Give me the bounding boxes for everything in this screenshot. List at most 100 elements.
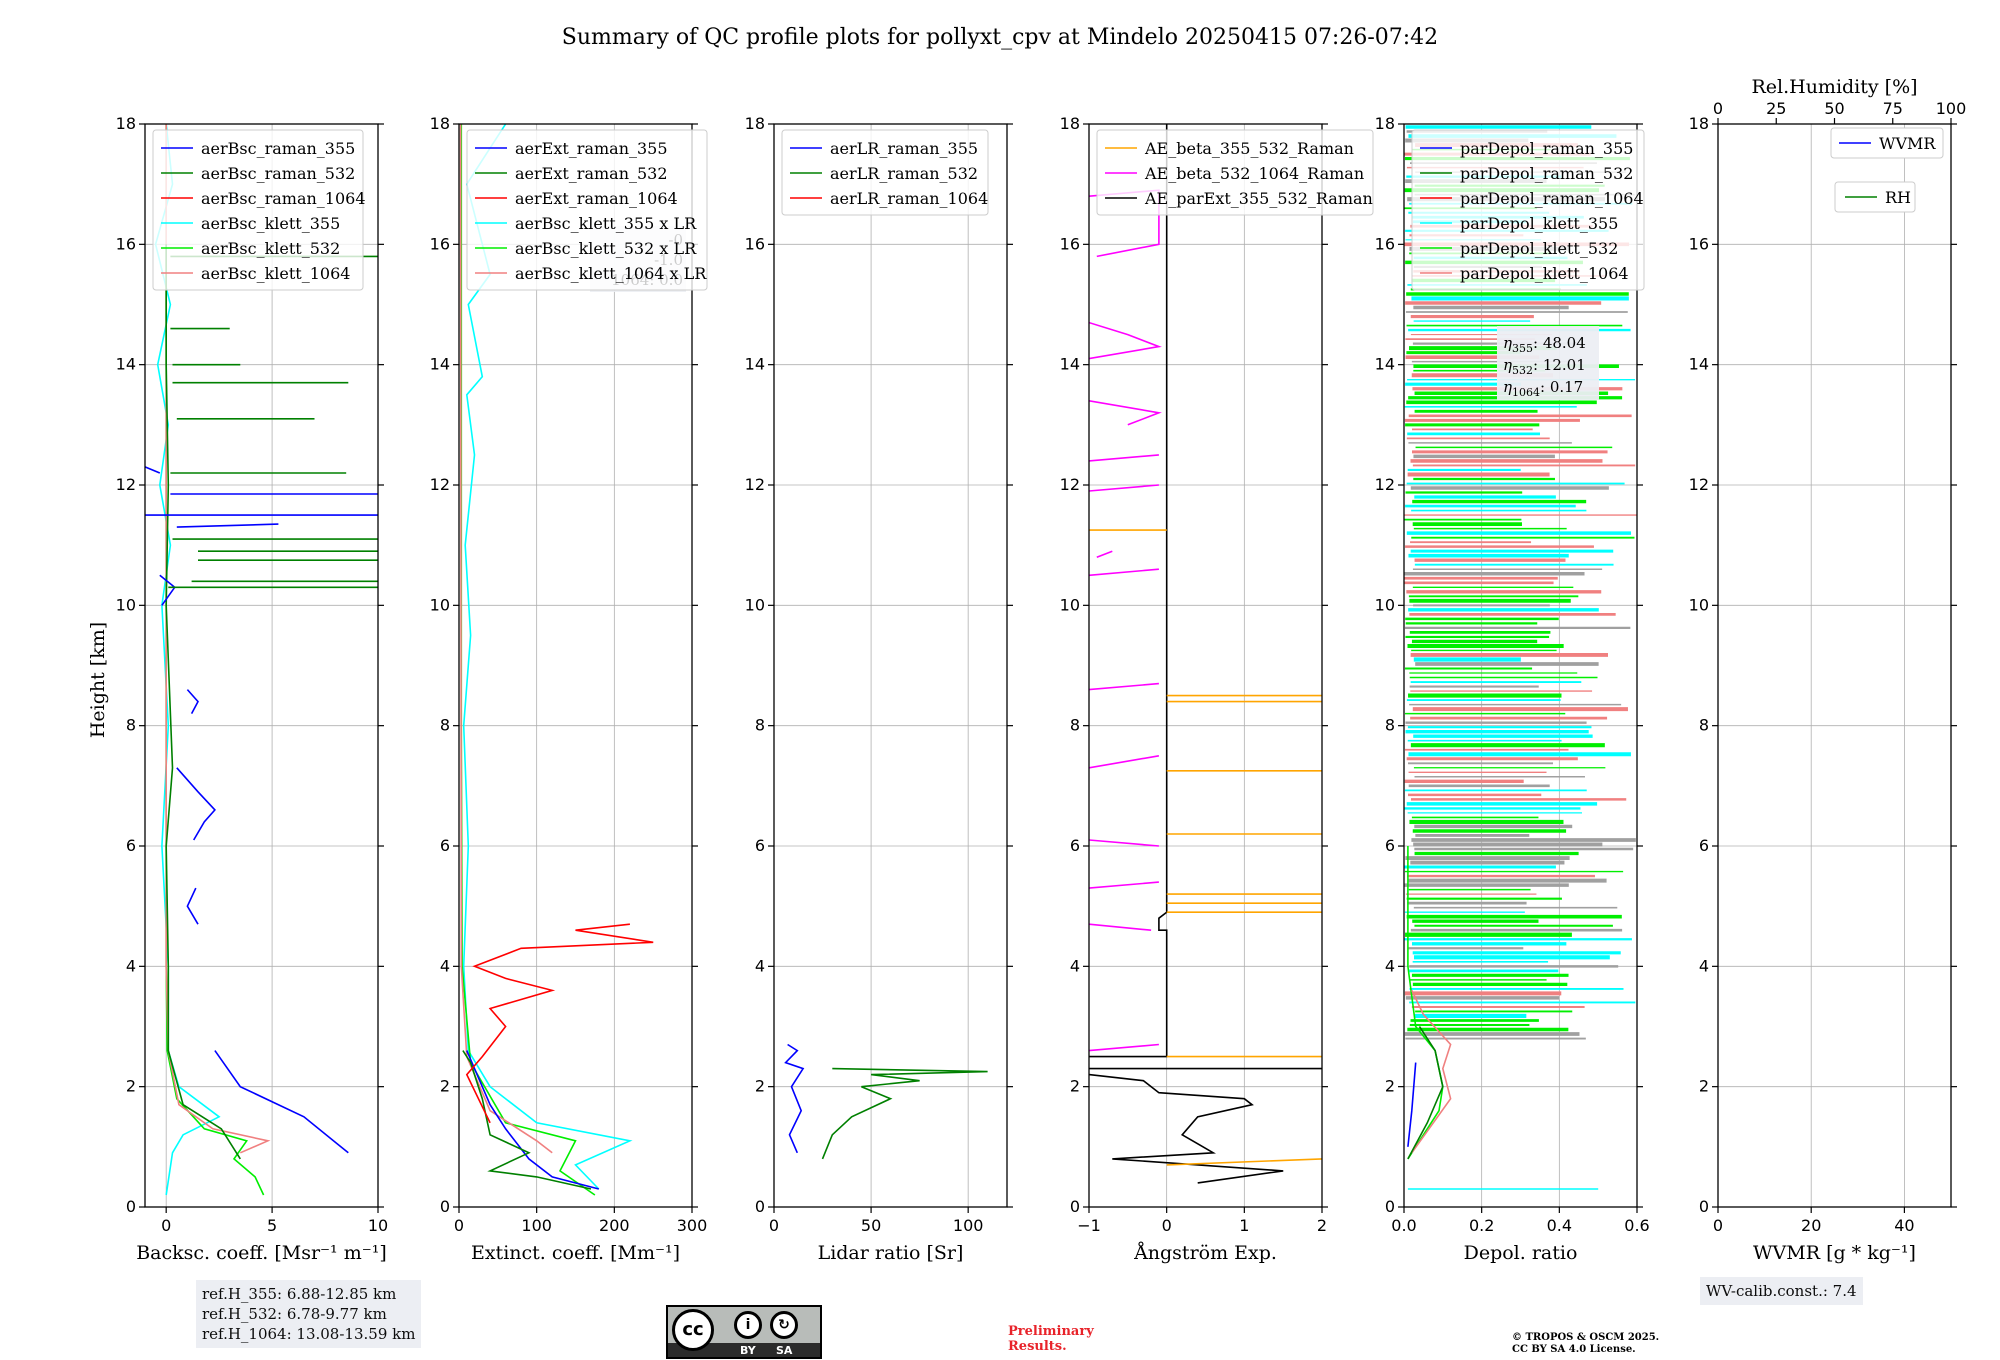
legend-label: aerBsc_klett_355 bbox=[201, 214, 340, 233]
y-tick-label: 8 bbox=[1385, 716, 1395, 735]
y-tick-label: 8 bbox=[440, 716, 450, 735]
y-tick-label: 14 bbox=[745, 355, 765, 374]
ref-height-1064: ref.H_1064: 13.08-13.59 km bbox=[202, 1325, 416, 1343]
series-AE_beta_532_1064_Raman bbox=[1089, 839, 1159, 847]
series-AE_beta_532_1064_Raman bbox=[1089, 881, 1159, 889]
x-tick-label: 10 bbox=[368, 1216, 388, 1235]
x-tick-label: 1 bbox=[1239, 1216, 1249, 1235]
y-tick-label: 10 bbox=[745, 595, 765, 614]
series-AE_beta_532_1064_Raman bbox=[1089, 321, 1162, 360]
x-tick-label: 5 bbox=[267, 1216, 277, 1235]
y-tick-label: 14 bbox=[116, 355, 136, 374]
x-axis-label: Depol. ratio bbox=[1464, 1242, 1578, 1264]
series-aerBsc_raman_355 bbox=[176, 767, 216, 841]
y-tick-label: 6 bbox=[1385, 836, 1395, 855]
y-tick-label: 0 bbox=[1070, 1197, 1080, 1216]
legend-label: AE_beta_355_532_Raman bbox=[1144, 139, 1354, 158]
series-aerBsc_klett_355 x LR bbox=[462, 124, 633, 1190]
legend: aerBsc_raman_355 aerBsc_raman_532 aerBsc_r… bbox=[152, 129, 366, 291]
series-aerBsc_raman_355 bbox=[145, 466, 161, 474]
cc-license-badge: cc i ↻ BY SA bbox=[666, 1305, 822, 1359]
series-aerExt_raman_1064 bbox=[465, 923, 654, 1124]
y-tick-label: 18 bbox=[1060, 114, 1080, 133]
y-tick-label: 12 bbox=[116, 475, 136, 494]
series-AE_parExt_355_532_Raman bbox=[1089, 1073, 1284, 1184]
y-tick-label: 0 bbox=[126, 1197, 136, 1216]
y-tick-label: 18 bbox=[116, 114, 136, 133]
legend-label: aerExt_raman_1064 bbox=[515, 189, 678, 208]
series-parDepol_klett_1064 bbox=[1411, 990, 1452, 1154]
y-tick-label: 2 bbox=[1699, 1077, 1709, 1096]
series-aerBsc_raman_532 bbox=[165, 244, 241, 1160]
panel-depol: 0.0 0.2 0.4 0.6 0 2 4 6 8 10 12 14 16 18 Depol. ratio p… bbox=[1375, 114, 1650, 1264]
y-tick-label: 18 bbox=[1689, 114, 1709, 133]
axes-frame bbox=[1717, 123, 1952, 1208]
eta-value: η532: 12.01 bbox=[1503, 356, 1586, 377]
y-tick-label: 4 bbox=[126, 956, 136, 975]
x-tick-label: −1 bbox=[1077, 1216, 1101, 1235]
legend-label: aerLR_raman_1064 bbox=[830, 189, 988, 208]
legend: AE_beta_355_532_Raman AE_beta_532_1064_Ra… bbox=[1096, 129, 1374, 216]
series-AE_beta_355_532_Raman bbox=[1166, 1158, 1322, 1166]
series-AE_parExt_355_532_Raman bbox=[1089, 124, 1168, 1058]
sa-share-icon: ↻ bbox=[770, 1311, 798, 1339]
legend-label: aerBsc_klett_532 x LR bbox=[515, 239, 697, 258]
y-tick-label: 18 bbox=[1375, 114, 1395, 133]
info-box-bg bbox=[1497, 326, 1599, 400]
series-AE_beta_532_1064_Raman bbox=[1089, 454, 1159, 462]
plot-area bbox=[459, 124, 654, 1196]
x-tick-label: 100 bbox=[521, 1216, 552, 1235]
legend-label: RH bbox=[1885, 188, 1911, 207]
x-axis-label: Backsc. coeff. [Msr⁻¹ m⁻¹] bbox=[136, 1242, 387, 1264]
y-tick-label: 14 bbox=[430, 355, 450, 374]
eta-value: η355: 48.04 bbox=[1503, 334, 1586, 355]
preliminary-line-2: Results. bbox=[1008, 1339, 1067, 1354]
series-aerLR_raman_532 bbox=[821, 1067, 988, 1160]
legend-label: parDepol_klett_1064 bbox=[1460, 264, 1629, 283]
y-tick-label: 2 bbox=[755, 1077, 765, 1096]
x-tick-label: 0 bbox=[161, 1216, 171, 1235]
eta-value: η1064: 0.17 bbox=[1503, 378, 1583, 399]
legend-label: aerLR_raman_355 bbox=[830, 139, 978, 158]
x-tick-label: 0 bbox=[1162, 1216, 1172, 1235]
x-tick-label: 0.6 bbox=[1624, 1216, 1649, 1235]
x-axis-label: Ångström Exp. bbox=[1133, 1242, 1277, 1264]
y-tick-label: 8 bbox=[126, 716, 136, 735]
x-tick-label: 0 bbox=[769, 1216, 779, 1235]
y-tick-label: 18 bbox=[745, 114, 765, 133]
top-x-tick-label: 50 bbox=[1824, 99, 1844, 118]
x-tick-label: 0.2 bbox=[1469, 1216, 1494, 1235]
y-tick-label: 12 bbox=[430, 475, 450, 494]
legend-label: parDepol_raman_1064 bbox=[1460, 189, 1644, 208]
x-tick-label: 0 bbox=[454, 1216, 464, 1235]
x-axis-label: Extinct. coeff. [Mm⁻¹] bbox=[471, 1242, 680, 1264]
series-AE_beta_532_1064_Raman bbox=[1089, 484, 1159, 492]
legend-wvmr: WVMR bbox=[1830, 127, 1944, 159]
x-tick-label: 300 bbox=[677, 1216, 708, 1235]
panel-wv: 0 20 40 0 2 4 6 8 10 12 14 16 18 WVMR [g * kg⁻¹] 0 25 50… bbox=[1689, 76, 1967, 1264]
series-aerLR_raman_355 bbox=[784, 1043, 805, 1154]
legend-label: AE_parExt_355_532_Raman bbox=[1144, 189, 1373, 208]
x-tick-label: 0.0 bbox=[1391, 1216, 1416, 1235]
y-axis-label: Height [km] bbox=[87, 622, 109, 738]
legend-label: aerLR_raman_532 bbox=[830, 164, 978, 183]
cc-by-label: BY bbox=[740, 1344, 756, 1357]
x-tick-label: 0.4 bbox=[1547, 1216, 1572, 1235]
y-tick-label: 8 bbox=[755, 716, 765, 735]
legend-box bbox=[466, 129, 708, 291]
y-tick-label: 4 bbox=[1699, 956, 1709, 975]
y-tick-label: 14 bbox=[1375, 355, 1395, 374]
series-aerExt_raman_355 bbox=[466, 1050, 600, 1190]
plot-area bbox=[784, 1043, 988, 1160]
legend-label: aerBsc_klett_532 bbox=[201, 239, 340, 258]
y-tick-label: 12 bbox=[1689, 475, 1709, 494]
legend-label: aerExt_raman_355 bbox=[515, 139, 668, 158]
series-aerBsc_klett_1064 bbox=[165, 124, 271, 1154]
y-tick-label: 16 bbox=[116, 234, 136, 253]
series-AE_beta_532_1064_Raman bbox=[1089, 755, 1160, 769]
y-tick-label: 12 bbox=[1375, 475, 1395, 494]
y-tick-label: 14 bbox=[1689, 355, 1709, 374]
y-tick-label: 6 bbox=[126, 836, 136, 855]
